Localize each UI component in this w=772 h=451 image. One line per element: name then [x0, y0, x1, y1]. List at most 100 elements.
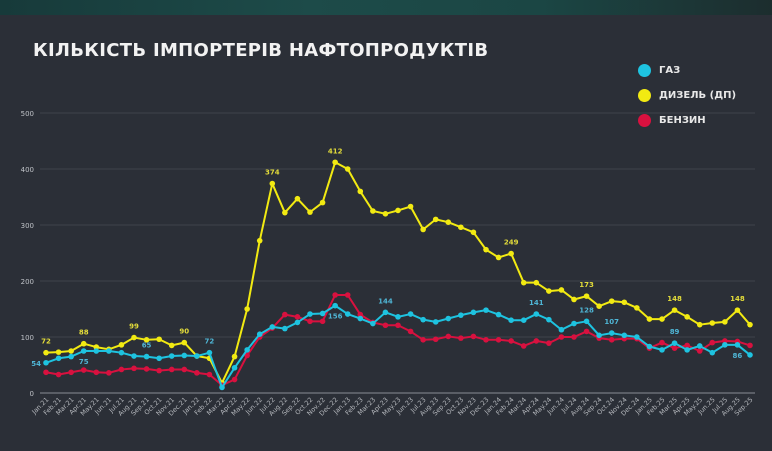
y-tick-label: 300	[21, 222, 34, 230]
data-point	[671, 345, 678, 352]
legend: ГАЗ ДИЗЕЛЬ (ДП) БЕНЗИН	[638, 58, 736, 133]
data-label: 148	[667, 295, 682, 303]
data-point	[458, 224, 464, 231]
data-point	[608, 337, 615, 343]
data-point	[546, 340, 552, 346]
data-point	[483, 307, 489, 313]
data-point	[294, 195, 301, 202]
data-label: 90	[179, 328, 189, 336]
data-point	[55, 355, 62, 362]
data-point	[244, 352, 250, 359]
data-label: 99	[129, 323, 139, 331]
data-point	[43, 359, 49, 366]
top-banner	[0, 0, 772, 15]
legend-label-gas: ГАЗ	[659, 65, 681, 76]
data-point	[168, 353, 175, 359]
data-point	[269, 324, 276, 330]
data-point	[43, 369, 49, 376]
data-point	[671, 307, 678, 313]
data-point	[420, 337, 426, 343]
data-point	[80, 348, 87, 354]
data-point	[93, 348, 100, 354]
data-label: 72	[41, 338, 51, 346]
data-point	[80, 367, 87, 373]
data-label: 65	[142, 342, 152, 350]
y-tick-label: 200	[21, 278, 34, 286]
data-point	[571, 334, 577, 340]
data-point	[68, 369, 74, 376]
legend-label-diesel: ДИЗЕЛЬ (ДП)	[659, 90, 737, 101]
data-point	[458, 335, 464, 341]
data-point	[747, 321, 753, 328]
data-point	[696, 343, 703, 349]
data-point	[106, 348, 112, 354]
data-point	[231, 353, 238, 360]
data-point	[344, 292, 351, 298]
data-point	[621, 332, 628, 339]
data-point	[533, 279, 540, 286]
data-point	[93, 369, 100, 376]
data-point	[307, 318, 313, 325]
data-point	[571, 296, 577, 303]
data-point	[43, 349, 49, 356]
data-point	[219, 384, 225, 391]
data-point	[55, 349, 62, 355]
data-point	[696, 321, 703, 328]
data-point	[131, 365, 137, 372]
data-point	[143, 353, 150, 360]
data-point	[181, 352, 188, 359]
data-point	[696, 348, 703, 354]
data-point	[722, 319, 728, 325]
legend-item-diesel: ДИЗЕЛЬ (ДП)	[638, 83, 736, 108]
legend-item-gas: ГАЗ	[638, 58, 736, 83]
data-point	[646, 343, 653, 350]
data-point	[659, 347, 665, 353]
data-point	[118, 366, 125, 373]
data-point	[168, 366, 175, 373]
data-point	[68, 348, 74, 354]
data-point	[583, 293, 590, 299]
data-point	[282, 325, 288, 332]
data-point	[583, 318, 590, 325]
data-point	[344, 166, 351, 172]
data-point	[370, 208, 376, 214]
legend-dot-diesel	[638, 89, 651, 102]
data-label: 156	[328, 313, 343, 321]
data-point	[571, 320, 577, 327]
data-point	[106, 370, 112, 376]
y-tick-label: 500	[21, 110, 34, 118]
data-point	[244, 306, 250, 312]
data-point	[583, 328, 590, 335]
data-point	[722, 338, 728, 344]
data-point	[432, 319, 439, 325]
data-point	[722, 342, 728, 348]
data-point	[634, 334, 640, 340]
data-point	[143, 337, 150, 343]
data-point	[181, 366, 188, 373]
data-point	[659, 339, 665, 346]
data-point	[269, 180, 276, 187]
data-point	[156, 336, 162, 343]
data-point	[445, 333, 452, 340]
data-point	[495, 254, 502, 261]
data-point	[357, 188, 364, 195]
data-point	[307, 209, 313, 215]
data-point	[407, 328, 414, 335]
data-point	[608, 330, 615, 336]
data-label: 89	[670, 328, 680, 336]
legend-label-petrol: БЕНЗИН	[659, 115, 706, 126]
data-point	[407, 311, 414, 317]
y-tick-label: 400	[21, 166, 34, 174]
data-point	[319, 199, 326, 206]
data-point	[282, 311, 288, 318]
y-tick-label: 100	[21, 334, 34, 342]
data-point	[231, 365, 238, 371]
data-label: 88	[79, 329, 89, 337]
data-label: 86	[733, 352, 743, 360]
data-point	[684, 342, 690, 349]
data-point	[483, 246, 489, 253]
data-point	[344, 311, 351, 317]
data-point	[709, 320, 716, 326]
data-point	[546, 316, 552, 323]
